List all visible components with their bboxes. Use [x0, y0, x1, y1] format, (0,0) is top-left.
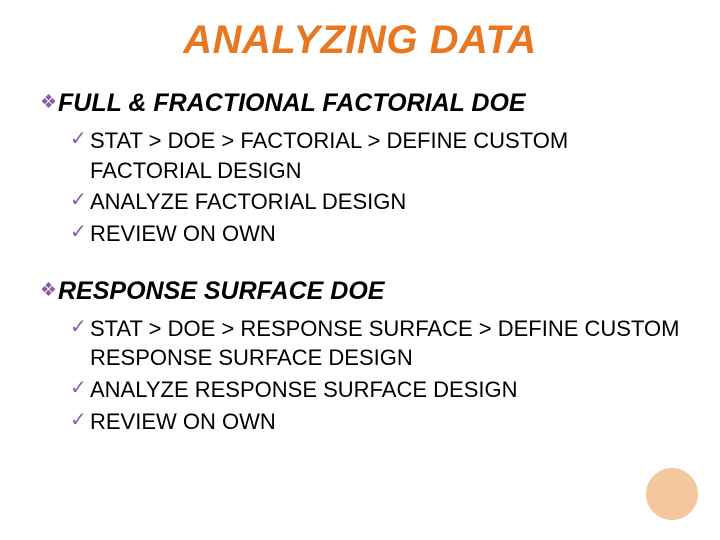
section-2-items: ✓ STAT > DOE > RESPONSE SURFACE > DEFINE… [40, 314, 680, 437]
slide-title: ANALYZING DATA [40, 18, 680, 63]
item-text: ANALYZE FACTORIAL DESIGN [90, 187, 406, 217]
item-text: STAT > DOE > RESPONSE SURFACE > DEFINE C… [90, 314, 680, 373]
section-2-header: ❖ RESPONSE SURFACE DOE [40, 277, 680, 306]
list-item: ✓ ANALYZE RESPONSE SURFACE DESIGN [70, 375, 680, 405]
section-1: ❖ FULL & FRACTIONAL FACTORIAL DOE ✓ STAT… [40, 89, 680, 249]
check-icon: ✓ [70, 407, 90, 434]
section-1-items: ✓ STAT > DOE > FACTORIAL > DEFINE CUSTOM… [40, 126, 680, 249]
section-1-header: ❖ FULL & FRACTIONAL FACTORIAL DOE [40, 89, 680, 118]
check-icon: ✓ [70, 375, 90, 402]
list-item: ✓ ANALYZE FACTORIAL DESIGN [70, 187, 680, 217]
diamond-bullet-icon: ❖ [40, 89, 58, 112]
slide: ANALYZING DATA ❖ FULL & FRACTIONAL FACTO… [0, 0, 720, 540]
list-item: ✓ REVIEW ON OWN [70, 219, 680, 249]
item-text: ANALYZE RESPONSE SURFACE DESIGN [90, 375, 517, 405]
list-item: ✓ STAT > DOE > RESPONSE SURFACE > DEFINE… [70, 314, 680, 373]
check-icon: ✓ [70, 314, 90, 341]
item-text: REVIEW ON OWN [90, 219, 276, 249]
check-icon: ✓ [70, 219, 90, 246]
item-text: REVIEW ON OWN [90, 407, 276, 437]
section-2: ❖ RESPONSE SURFACE DOE ✓ STAT > DOE > RE… [40, 277, 680, 437]
section-2-title: RESPONSE SURFACE DOE [58, 277, 384, 306]
list-item: ✓ REVIEW ON OWN [70, 407, 680, 437]
list-item: ✓ STAT > DOE > FACTORIAL > DEFINE CUSTOM… [70, 126, 680, 185]
item-text: STAT > DOE > FACTORIAL > DEFINE CUSTOM F… [90, 126, 680, 185]
decorative-circle [646, 468, 698, 520]
check-icon: ✓ [70, 187, 90, 214]
check-icon: ✓ [70, 126, 90, 153]
section-1-title: FULL & FRACTIONAL FACTORIAL DOE [58, 89, 526, 118]
diamond-bullet-icon: ❖ [40, 277, 58, 300]
